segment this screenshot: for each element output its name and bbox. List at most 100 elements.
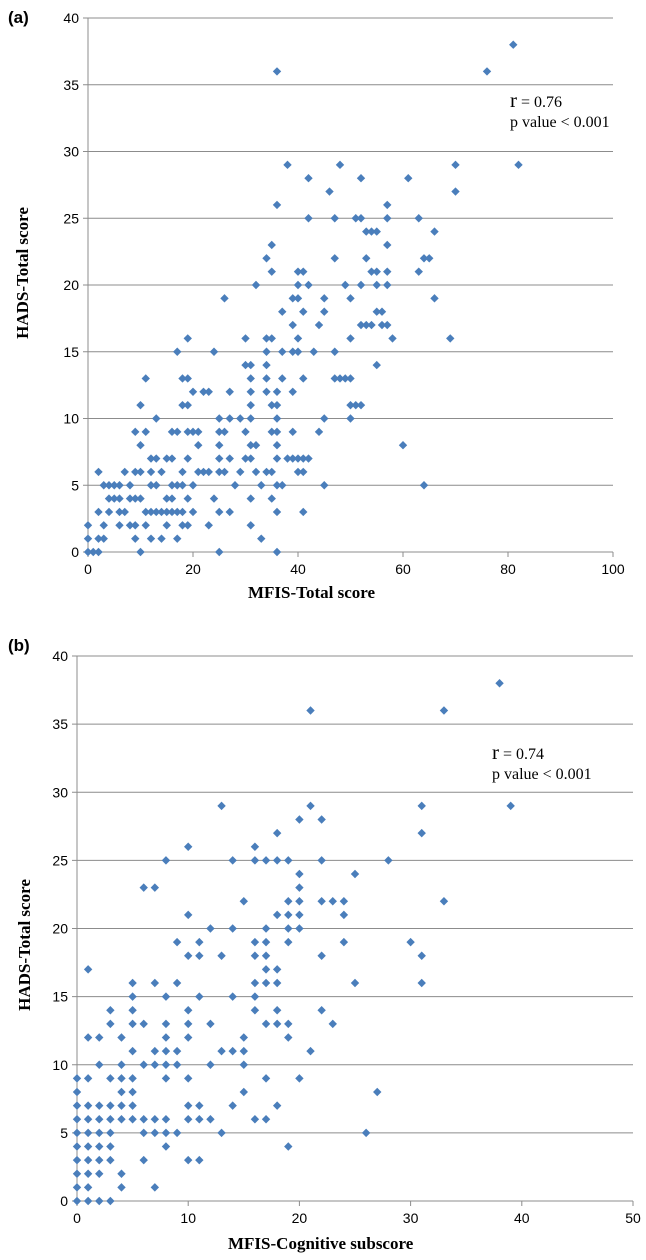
- data-point: [246, 521, 255, 530]
- data-point: [95, 1196, 104, 1206]
- data-point: [106, 1074, 115, 1083]
- data-point: [406, 937, 415, 947]
- data-point: [241, 454, 250, 463]
- data-point: [150, 978, 160, 988]
- data-point: [335, 160, 345, 170]
- data-point: [141, 507, 150, 517]
- y-axis-title-a: HADS-Total score: [13, 207, 32, 339]
- data-point: [414, 267, 423, 276]
- data-point: [367, 320, 376, 330]
- data-point: [372, 360, 381, 370]
- data-point: [146, 507, 156, 517]
- y-tick-label: 5: [60, 1125, 68, 1141]
- data-point: [293, 467, 303, 477]
- data-point: [141, 427, 150, 437]
- y-axis-title-b: HADS-Total score: [15, 879, 34, 1011]
- data-point: [195, 1101, 204, 1110]
- data-point: [161, 1060, 171, 1069]
- data-point: [128, 1115, 137, 1124]
- data-point: [267, 400, 276, 410]
- data-point: [509, 40, 518, 49]
- data-point: [95, 1128, 104, 1138]
- data-point: [220, 467, 229, 477]
- data-point: [239, 1046, 248, 1056]
- data-point: [351, 400, 360, 410]
- data-point: [417, 978, 426, 988]
- data-point: [161, 1074, 171, 1083]
- gridlines-b: [77, 655, 633, 1134]
- data-point: [106, 1142, 115, 1151]
- data-point: [83, 1155, 93, 1165]
- data-point: [251, 467, 261, 477]
- r-label-a: r: [510, 88, 517, 112]
- data-point: [167, 507, 177, 517]
- data-point: [239, 897, 248, 906]
- data-point: [284, 1019, 293, 1029]
- data-point: [398, 441, 408, 450]
- data-point: [330, 214, 339, 223]
- data-point: [206, 924, 215, 933]
- data-point: [128, 1074, 137, 1083]
- y-tick-label: 40: [52, 648, 68, 664]
- data-point: [325, 187, 334, 196]
- data-point: [350, 978, 360, 988]
- data-point: [495, 679, 504, 688]
- data-point: [317, 1006, 326, 1015]
- data-point: [95, 1169, 104, 1178]
- data-point: [152, 414, 161, 423]
- data-points-a: [83, 40, 523, 557]
- data-point: [95, 1142, 104, 1151]
- data-point: [188, 507, 198, 517]
- data-point: [178, 521, 187, 530]
- y-tick-label: 20: [63, 277, 79, 293]
- data-point: [183, 521, 192, 530]
- data-point: [228, 856, 237, 865]
- data-point: [217, 801, 226, 811]
- data-point: [83, 1074, 93, 1083]
- data-point: [328, 897, 337, 906]
- panel-label-b: (b): [8, 636, 30, 655]
- data-point: [72, 1142, 82, 1151]
- data-point: [246, 374, 255, 383]
- data-point: [288, 294, 297, 303]
- data-point: [383, 200, 392, 210]
- data-point: [146, 534, 156, 543]
- data-point: [83, 1196, 93, 1206]
- data-point: [157, 507, 166, 517]
- data-point: [141, 521, 150, 530]
- data-point: [262, 334, 271, 343]
- data-point: [306, 801, 315, 811]
- data-point: [72, 1128, 82, 1138]
- r-value-b: = 0.74: [499, 746, 545, 763]
- data-point: [220, 427, 229, 437]
- data-point: [131, 534, 140, 543]
- data-point: [482, 67, 492, 76]
- data-point: [362, 320, 371, 330]
- data-point: [94, 547, 103, 557]
- data-point: [94, 534, 103, 543]
- data-point: [320, 414, 329, 423]
- x-tick-label: 20: [292, 1210, 308, 1226]
- data-point: [195, 992, 204, 1001]
- data-point: [139, 883, 148, 892]
- data-point: [72, 1087, 82, 1097]
- data-point: [228, 1101, 237, 1110]
- data-point: [106, 1196, 115, 1206]
- data-point: [272, 856, 282, 865]
- data-point: [184, 1101, 193, 1110]
- data-point: [262, 467, 271, 477]
- data-point: [146, 481, 156, 490]
- data-point: [83, 521, 93, 530]
- data-point: [150, 1183, 160, 1192]
- x-tick-label: 0: [73, 1210, 81, 1226]
- data-point: [195, 937, 204, 947]
- y-tick-label: 15: [52, 989, 68, 1005]
- data-point: [195, 1115, 204, 1124]
- data-point: [295, 924, 304, 933]
- data-point: [288, 387, 297, 396]
- data-point: [136, 400, 145, 410]
- data-point: [451, 160, 460, 170]
- data-point: [184, 1019, 193, 1029]
- data-point: [293, 267, 303, 276]
- data-point: [261, 856, 271, 865]
